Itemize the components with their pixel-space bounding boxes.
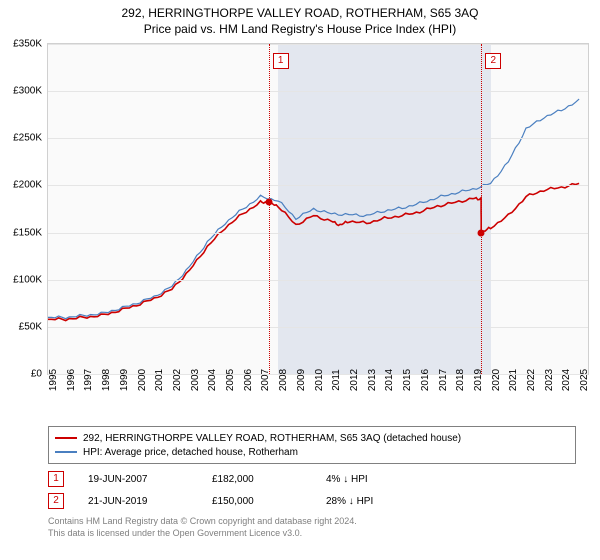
x-axis-label: 2025	[579, 369, 590, 391]
sale-row: 1 19-JUN-2007 £182,000 4% ↓ HPI	[48, 468, 576, 490]
y-axis-label: £200K	[0, 180, 42, 191]
plot-region: 12	[48, 44, 588, 374]
gridline	[48, 280, 588, 281]
sale-diff: 4% ↓ HPI	[326, 474, 426, 485]
series-property_price	[48, 183, 579, 320]
x-axis-label: 2021	[508, 369, 519, 391]
gridline	[48, 327, 588, 328]
y-axis-label: £0	[0, 369, 42, 380]
legend-swatch	[55, 437, 77, 439]
x-axis-label: 2000	[137, 369, 148, 391]
sale-diff: 28% ↓ HPI	[326, 496, 426, 507]
x-axis-label: 2017	[438, 369, 449, 391]
x-axis-label: 2014	[384, 369, 395, 391]
event-number-box: 2	[485, 53, 501, 69]
sale-date: 21-JUN-2019	[88, 496, 188, 507]
sale-row: 2 21-JUN-2019 £150,000 28% ↓ HPI	[48, 490, 576, 512]
event-marker-label: 2	[485, 50, 501, 69]
event-vline	[269, 44, 270, 374]
x-axis-label: 2010	[314, 369, 325, 391]
sale-price: £182,000	[212, 474, 302, 485]
x-axis-label: 1996	[66, 369, 77, 391]
series-hpi	[48, 99, 579, 319]
x-axis-label: 2016	[420, 369, 431, 391]
x-axis-label: 2024	[561, 369, 572, 391]
sale-number-box: 1	[48, 471, 64, 487]
legend-swatch	[55, 451, 77, 453]
gridline	[48, 185, 588, 186]
y-axis-label: £150K	[0, 227, 42, 238]
legend-label: HPI: Average price, detached house, Roth…	[83, 447, 298, 458]
x-axis-label: 1997	[83, 369, 94, 391]
gridline	[48, 233, 588, 234]
legend-box: 292, HERRINGTHORPE VALLEY ROAD, ROTHERHA…	[48, 426, 576, 464]
event-marker-label: 1	[273, 50, 289, 69]
x-axis-label: 2022	[526, 369, 537, 391]
legend-row: HPI: Average price, detached house, Roth…	[55, 445, 569, 459]
x-axis-label: 2004	[207, 369, 218, 391]
chart-area: 12 £0£50K£100K£150K£200K£250K£300K£350K1…	[48, 44, 588, 414]
x-axis-label: 1999	[119, 369, 130, 391]
x-axis-label: 2006	[243, 369, 254, 391]
chart-title: 292, HERRINGTHORPE VALLEY ROAD, ROTHERHA…	[0, 0, 600, 20]
x-axis-label: 2009	[296, 369, 307, 391]
x-axis-label: 2011	[331, 369, 342, 391]
y-axis-label: £250K	[0, 133, 42, 144]
x-axis-label: 2005	[225, 369, 236, 391]
legend-label: 292, HERRINGTHORPE VALLEY ROAD, ROTHERHA…	[83, 433, 461, 444]
x-axis-label: 2002	[172, 369, 183, 391]
line-canvas	[48, 44, 588, 374]
footer-line-2: This data is licensed under the Open Gov…	[48, 528, 576, 540]
x-axis-label: 2015	[402, 369, 413, 391]
legend-row: 292, HERRINGTHORPE VALLEY ROAD, ROTHERHA…	[55, 431, 569, 445]
gridline	[48, 91, 588, 92]
x-axis-label: 1995	[48, 369, 59, 391]
x-axis-label: 2007	[260, 369, 271, 391]
x-axis-label: 2018	[455, 369, 466, 391]
sale-dot	[265, 199, 272, 206]
event-vline	[481, 44, 482, 374]
footer-text: Contains HM Land Registry data © Crown c…	[48, 516, 576, 539]
x-axis-label: 2001	[154, 369, 165, 391]
sale-price: £150,000	[212, 496, 302, 507]
gridline	[48, 44, 588, 45]
x-axis-label: 2008	[278, 369, 289, 391]
chart-subtitle: Price paid vs. HM Land Registry's House …	[0, 20, 600, 36]
sale-number-box: 2	[48, 493, 64, 509]
sale-dot	[478, 229, 485, 236]
x-axis-label: 2003	[190, 369, 201, 391]
x-axis-label: 2013	[367, 369, 378, 391]
footer-line-1: Contains HM Land Registry data © Crown c…	[48, 516, 576, 528]
event-number-box: 1	[273, 53, 289, 69]
x-axis-label: 2020	[491, 369, 502, 391]
sale-date: 19-JUN-2007	[88, 474, 188, 485]
x-axis-label: 2019	[473, 369, 484, 391]
y-axis-label: £300K	[0, 86, 42, 97]
gridline	[48, 138, 588, 139]
x-axis-label: 2012	[349, 369, 360, 391]
x-axis-label: 1998	[101, 369, 112, 391]
x-axis-label: 2023	[544, 369, 555, 391]
y-axis-label: £350K	[0, 39, 42, 50]
sale-rows: 1 19-JUN-2007 £182,000 4% ↓ HPI 2 21-JUN-2019…	[48, 468, 576, 512]
y-axis-label: £100K	[0, 274, 42, 285]
y-axis-label: £50K	[0, 321, 42, 332]
